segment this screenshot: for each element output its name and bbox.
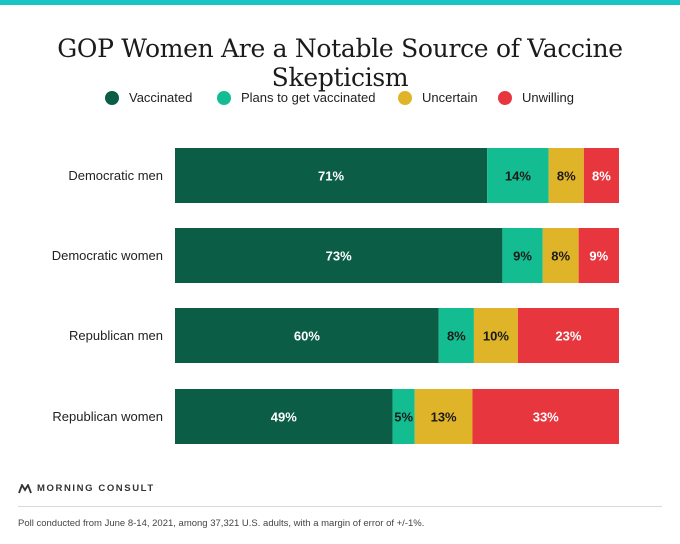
bar-segment-democratic-women-plans-to-get-vaccinated xyxy=(502,228,543,283)
brand-name: MORNING CONSULT xyxy=(37,483,155,494)
data-label-republican-women-uncertain: 13% xyxy=(431,410,457,425)
legend-swatch-unwilling xyxy=(498,90,512,105)
bar-segment-democratic-men-uncertain xyxy=(548,148,584,203)
category-label-republican-women: Republican women xyxy=(52,409,163,424)
bar-segment-republican-women-plans-to-get-vaccinated xyxy=(392,389,415,444)
data-label-democratic-men-uncertain: 8% xyxy=(557,169,576,184)
data-label-republican-women-unwilling: 33% xyxy=(533,410,559,425)
data-label-republican-men-vaccinated: 60% xyxy=(294,329,320,344)
data-label-democratic-men-vaccinated: 71% xyxy=(318,169,344,184)
category-label-democratic-women: Democratic women xyxy=(52,248,163,263)
bar-segment-republican-women-vaccinated xyxy=(175,389,393,444)
data-label-democratic-women-uncertain: 8% xyxy=(551,249,570,264)
brand-logo: MORNING CONSULT xyxy=(18,483,155,494)
footer-divider xyxy=(18,506,662,507)
legend-swatch-uncertain xyxy=(398,90,412,105)
bar-segment-democratic-men-unwilling xyxy=(583,148,619,203)
bar-segment-democratic-women-vaccinated xyxy=(175,228,503,283)
data-label-republican-women-vaccinated: 49% xyxy=(271,410,297,425)
footnote: Poll conducted from June 8-14, 2021, amo… xyxy=(18,518,425,529)
data-label-democratic-women-unwilling: 9% xyxy=(589,249,608,264)
data-label-republican-men-plans-to-get-vaccinated: 8% xyxy=(447,329,466,344)
legend-item-vaccinated: Vaccinated xyxy=(105,90,192,105)
bar-segment-republican-women-uncertain xyxy=(414,389,473,444)
bar-segment-democratic-men-vaccinated xyxy=(175,148,488,203)
data-label-democratic-women-vaccinated: 73% xyxy=(326,249,352,264)
data-label-republican-men-unwilling: 23% xyxy=(555,329,581,344)
bar-segment-republican-men-unwilling xyxy=(517,308,619,363)
morning-consult-logo-icon xyxy=(18,483,32,493)
bar-segment-republican-men-plans-to-get-vaccinated xyxy=(438,308,474,363)
stacked-bar-chart: Democratic men 71% 14% 8% 8% Democratic women… xyxy=(52,148,619,444)
data-label-republican-men-uncertain: 10% xyxy=(483,329,509,344)
data-label-democratic-men-unwilling: 8% xyxy=(592,169,611,184)
bar-segment-republican-men-uncertain xyxy=(473,308,518,363)
bar-segment-republican-women-unwilling xyxy=(472,389,619,444)
bar-segment-democratic-women-unwilling xyxy=(578,228,619,283)
data-label-democratic-men-plans-to-get-vaccinated: 14% xyxy=(505,169,531,184)
bar-segment-republican-men-vaccinated xyxy=(175,308,439,363)
top-accent-rule xyxy=(0,0,680,5)
legend-item-unwilling: Unwilling xyxy=(498,90,574,105)
bar-segment-democratic-women-uncertain xyxy=(542,228,579,283)
legend-item-uncertain: Uncertain xyxy=(398,90,478,105)
data-label-republican-women-plans-to-get-vaccinated: 5% xyxy=(394,410,413,425)
legend-swatch-vaccinated xyxy=(105,90,119,105)
chart-legend: Vaccinated Plans to get vaccinated Uncer… xyxy=(0,90,680,110)
bar-segment-democratic-men-plans-to-get-vaccinated xyxy=(487,148,549,203)
legend-swatch-plans xyxy=(217,90,231,105)
legend-label-unwilling: Unwilling xyxy=(522,90,575,105)
legend-label-uncertain: Uncertain xyxy=(422,90,478,105)
data-label-democratic-women-plans-to-get-vaccinated: 9% xyxy=(513,249,532,264)
chart-title: GOP Women Are a Notable Source of Vaccin… xyxy=(57,34,623,92)
legend-label-vaccinated: Vaccinated xyxy=(129,90,193,105)
category-label-democratic-men: Democratic men xyxy=(68,168,163,183)
category-label-republican-men: Republican men xyxy=(69,328,163,343)
legend-item-plans: Plans to get vaccinated xyxy=(217,90,375,105)
legend-label-plans: Plans to get vaccinated xyxy=(241,90,376,105)
